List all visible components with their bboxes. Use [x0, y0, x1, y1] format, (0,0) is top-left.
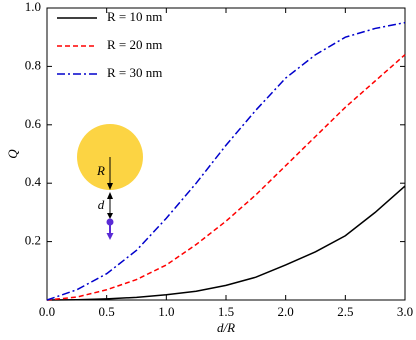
- x-tick-label: 3.0: [397, 304, 413, 319]
- inset-diagram: R d: [77, 124, 143, 240]
- legend-label: R = 30 nm: [107, 65, 162, 80]
- legend-label: R = 10 nm: [107, 9, 162, 24]
- x-tick-label: 2.0: [278, 304, 294, 319]
- data-line: [46, 185, 406, 301]
- x-tick-label: 1.0: [158, 304, 174, 319]
- annotation: d: [98, 197, 105, 212]
- annotation: R: [96, 163, 105, 178]
- arrow-head: [107, 213, 113, 219]
- data-line: [46, 54, 406, 301]
- x-axis-title: d/R: [217, 320, 235, 335]
- x-tick-label: 2.5: [337, 304, 353, 319]
- y-tick-label: 0.2: [25, 233, 41, 248]
- data-line: [46, 21, 406, 301]
- x-tick-label: 0.5: [99, 304, 115, 319]
- arrow-head: [106, 233, 114, 240]
- x-tick-label: 1.5: [218, 304, 234, 319]
- y-tick-label: 0.8: [25, 57, 41, 72]
- arrow-head: [107, 183, 113, 190]
- x-tick-label: 0.0: [39, 304, 55, 319]
- legend-label: R = 20 nm: [107, 37, 162, 52]
- arrow-head: [107, 192, 113, 199]
- y-tick-label: 1.0: [25, 0, 41, 14]
- y-axis-title: Q: [5, 149, 20, 159]
- y-tick-label: 0.4: [25, 174, 42, 189]
- y-tick-label: 0.6: [25, 116, 42, 131]
